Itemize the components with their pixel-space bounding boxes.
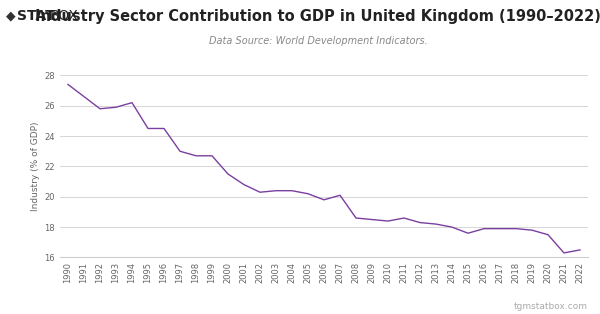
Text: BOX: BOX [49,9,78,24]
Y-axis label: Industry (% of GDP): Industry (% of GDP) [31,122,40,211]
Text: Industry Sector Contribution to GDP in United Kingdom (1990–2022): Industry Sector Contribution to GDP in U… [35,9,600,24]
Text: tgmstatbox.com: tgmstatbox.com [514,302,588,311]
Text: Data Source: World Development Indicators.: Data Source: World Development Indicator… [209,36,427,46]
Text: ◆: ◆ [6,9,16,22]
Text: STAT: STAT [17,9,55,24]
